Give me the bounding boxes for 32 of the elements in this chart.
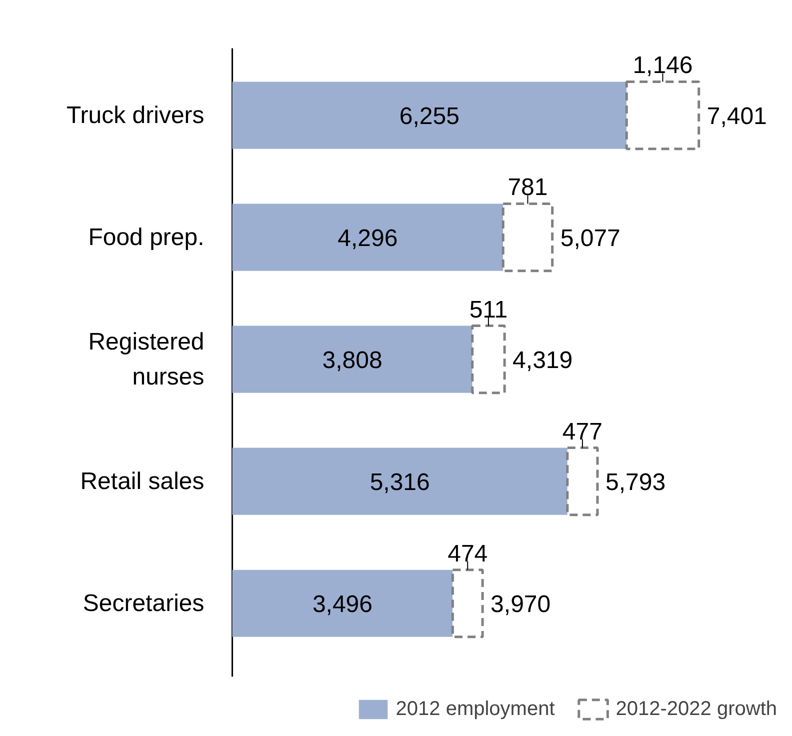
data-label: 3,496 [312, 590, 373, 618]
data-label: 511 [469, 296, 508, 324]
data-label: 781 [508, 174, 548, 202]
bar [232, 448, 568, 515]
bar [232, 326, 472, 393]
data-label: 5,316 [370, 468, 430, 496]
total-label: 5,077 [560, 224, 620, 252]
bar [566, 446, 599, 516]
bar [232, 570, 453, 637]
legend-label: 2012 employment [396, 698, 555, 720]
total-label: 5,793 [605, 468, 666, 496]
data-label: 474 [448, 540, 488, 568]
y-tick-label: Truck drivers [66, 102, 204, 129]
bar [232, 204, 504, 271]
data-label: 1,146 [632, 52, 693, 80]
y-tick-label: Food prep. [88, 224, 204, 251]
total-label: 7,401 [706, 102, 767, 130]
total-label: 3,970 [490, 590, 551, 618]
total-label: 4,319 [512, 346, 573, 374]
bar [471, 324, 506, 394]
bar [502, 202, 554, 272]
legend-label: 2012-2022 growth [616, 698, 777, 720]
bar [625, 80, 700, 150]
data-label: 477 [562, 418, 602, 446]
bar [232, 82, 627, 149]
bar [451, 568, 484, 638]
data-label: 4,296 [338, 224, 398, 252]
y-tick-label: Retail sales [80, 468, 204, 495]
data-label: 6,255 [399, 102, 460, 130]
data-label: 3,808 [322, 346, 382, 374]
y-tick-label: Registered nurses [88, 328, 204, 390]
y-tick-label: Secretaries [82, 590, 204, 617]
